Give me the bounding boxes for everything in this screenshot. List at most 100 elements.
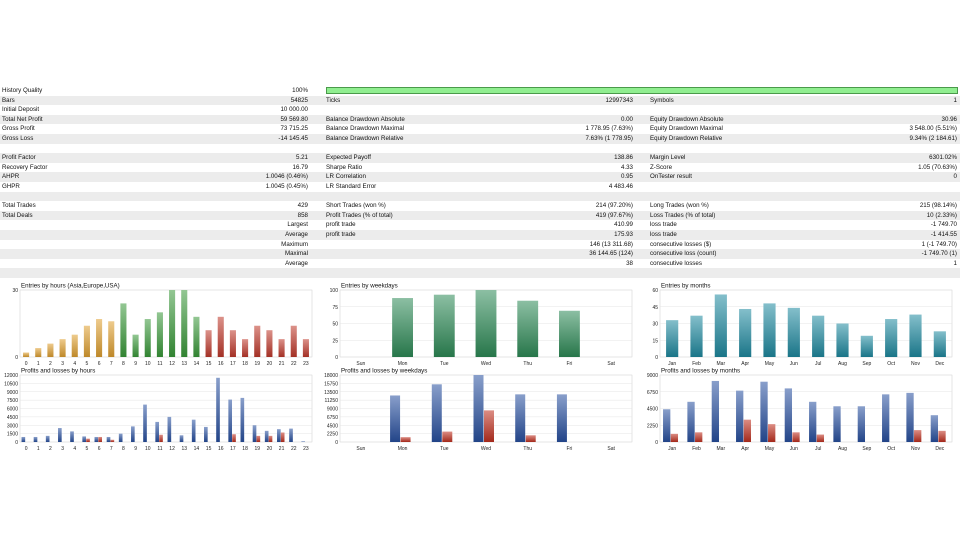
profit-bar xyxy=(515,394,526,442)
row-label: Balance Drawdown Relative xyxy=(326,134,404,142)
row-label: Gross Loss xyxy=(2,134,34,142)
profit-bar xyxy=(33,436,38,442)
row-value: 73 715.25 xyxy=(280,125,308,133)
profit-bar xyxy=(556,394,567,442)
profit-bar xyxy=(143,404,147,442)
x-tick-label: 21 xyxy=(279,446,285,452)
x-tick-label: 13 xyxy=(181,446,187,452)
row-value: 214 (97.20%) xyxy=(595,202,633,210)
y-tick-label: 30 xyxy=(652,322,658,328)
profit-bar xyxy=(906,392,914,442)
profit-bar xyxy=(264,430,269,442)
x-tick-label: 6 xyxy=(98,446,101,452)
profit-bar xyxy=(301,441,306,442)
row-label: Total Deals xyxy=(2,211,33,219)
y-tick-label: 15750 xyxy=(324,381,338,387)
y-tick-label: 0 xyxy=(335,440,338,446)
y-tick-label: 9000 xyxy=(7,390,18,396)
bar xyxy=(739,308,752,357)
x-tick-label: Jul xyxy=(815,361,821,367)
report-row: Gross Profit 73 715.25 Balance Drawdown Ma… xyxy=(0,124,960,134)
x-tick-label: Fri xyxy=(567,361,573,367)
x-tick-label: May xyxy=(765,446,775,452)
bar xyxy=(836,323,849,357)
x-tick-label: Apr xyxy=(741,446,749,452)
y-tick-label: 4500 xyxy=(7,415,18,421)
x-tick-label: 0 xyxy=(25,446,28,452)
chart-profits-losses-by-weekdays-svg: Profits and losses by weekdays 0 2250 4500 6… xyxy=(324,368,633,452)
profit-bar xyxy=(94,436,99,442)
x-tick-label: Jun xyxy=(790,446,798,452)
bar xyxy=(169,290,176,357)
row-value: 4.33 xyxy=(620,163,633,171)
row-label: Equity Drawdown Relative xyxy=(650,134,723,142)
row-value: 54825 xyxy=(290,96,308,104)
profit-bar xyxy=(240,397,245,442)
x-tick-label: 12 xyxy=(169,361,175,367)
profit-bar xyxy=(82,436,87,442)
row-value: 36 144.65 (124) xyxy=(589,250,633,258)
report-row: Total Net Profit 59 569.80 Balance Drawdow… xyxy=(0,114,960,125)
bar xyxy=(787,307,800,357)
row-value: 4 483.46 xyxy=(608,182,633,190)
bar xyxy=(35,348,42,357)
x-tick-label: Thu xyxy=(523,361,532,367)
x-tick-label: 23 xyxy=(303,446,309,452)
y-tick-label: 11250 xyxy=(324,398,338,404)
x-tick-label: 1 xyxy=(37,361,40,367)
x-tick-label: 14 xyxy=(194,361,200,367)
row-group-label: Average xyxy=(285,259,308,267)
profit-bar xyxy=(736,390,744,442)
profit-bar xyxy=(21,436,26,442)
row-group-label: Maximal xyxy=(284,250,308,258)
loss-bar xyxy=(110,439,115,442)
y-tick-label: 4500 xyxy=(327,423,338,429)
x-tick-label: 3 xyxy=(61,446,64,452)
bar xyxy=(108,321,115,357)
chart-title: Profits and losses by months xyxy=(661,368,740,375)
loss-bar xyxy=(670,433,679,442)
bar xyxy=(266,330,273,357)
chart-profits-losses-by-months: Profits and losses by months 0 2250 4500 675… xyxy=(640,365,960,455)
loss-bar xyxy=(938,430,946,442)
bar xyxy=(217,316,224,357)
y-tick-label: 10500 xyxy=(4,381,18,387)
bar xyxy=(242,339,249,357)
x-tick-label: 20 xyxy=(267,361,273,367)
bar xyxy=(909,314,922,357)
report-row: Total Deals 858 Profit Trades (% of total)… xyxy=(0,210,960,221)
loss-bar xyxy=(98,436,103,442)
profit-bar xyxy=(473,375,484,442)
bar xyxy=(144,319,151,357)
x-tick-label: Sep xyxy=(862,361,871,367)
row-value: 215 (98.14%) xyxy=(919,202,957,210)
x-tick-label: 4 xyxy=(73,361,76,367)
backtest-report: History Quality 100% Bars 54825 Ticks 12997… xyxy=(0,86,960,278)
x-tick-label: 19 xyxy=(254,446,260,452)
y-tick-label: 7500 xyxy=(7,398,18,404)
report-row: Bars 54825 Ticks 12997343 Symbols 1 xyxy=(0,95,960,106)
loss-bar xyxy=(914,430,922,442)
profit-bar xyxy=(131,426,135,442)
x-tick-label: Sat xyxy=(607,446,615,452)
profit-bar xyxy=(663,409,671,442)
row-label: consecutive loss (count) xyxy=(650,250,717,258)
row-label: Total Net Profit xyxy=(2,115,43,123)
x-tick-label: 8 xyxy=(122,361,125,367)
row-label: Profit Trades (% of total) xyxy=(326,211,393,219)
row-label: loss trade xyxy=(650,230,677,238)
x-tick-label: 13 xyxy=(181,361,187,367)
x-tick-label: Mon xyxy=(398,446,408,452)
y-tick-label: 13500 xyxy=(324,390,338,396)
y-tick-label: 18000 xyxy=(324,373,338,379)
loss-bar xyxy=(159,434,163,442)
row-value: 175.93 xyxy=(614,230,633,238)
bar xyxy=(229,330,236,357)
row-label: GHPR xyxy=(2,182,20,190)
row-label: History Quality xyxy=(2,87,43,94)
x-tick-label: 2 xyxy=(49,361,52,367)
bar xyxy=(193,316,200,357)
bar xyxy=(23,352,30,357)
loss-bar xyxy=(695,432,703,442)
y-tick-label: 0 xyxy=(655,440,658,446)
